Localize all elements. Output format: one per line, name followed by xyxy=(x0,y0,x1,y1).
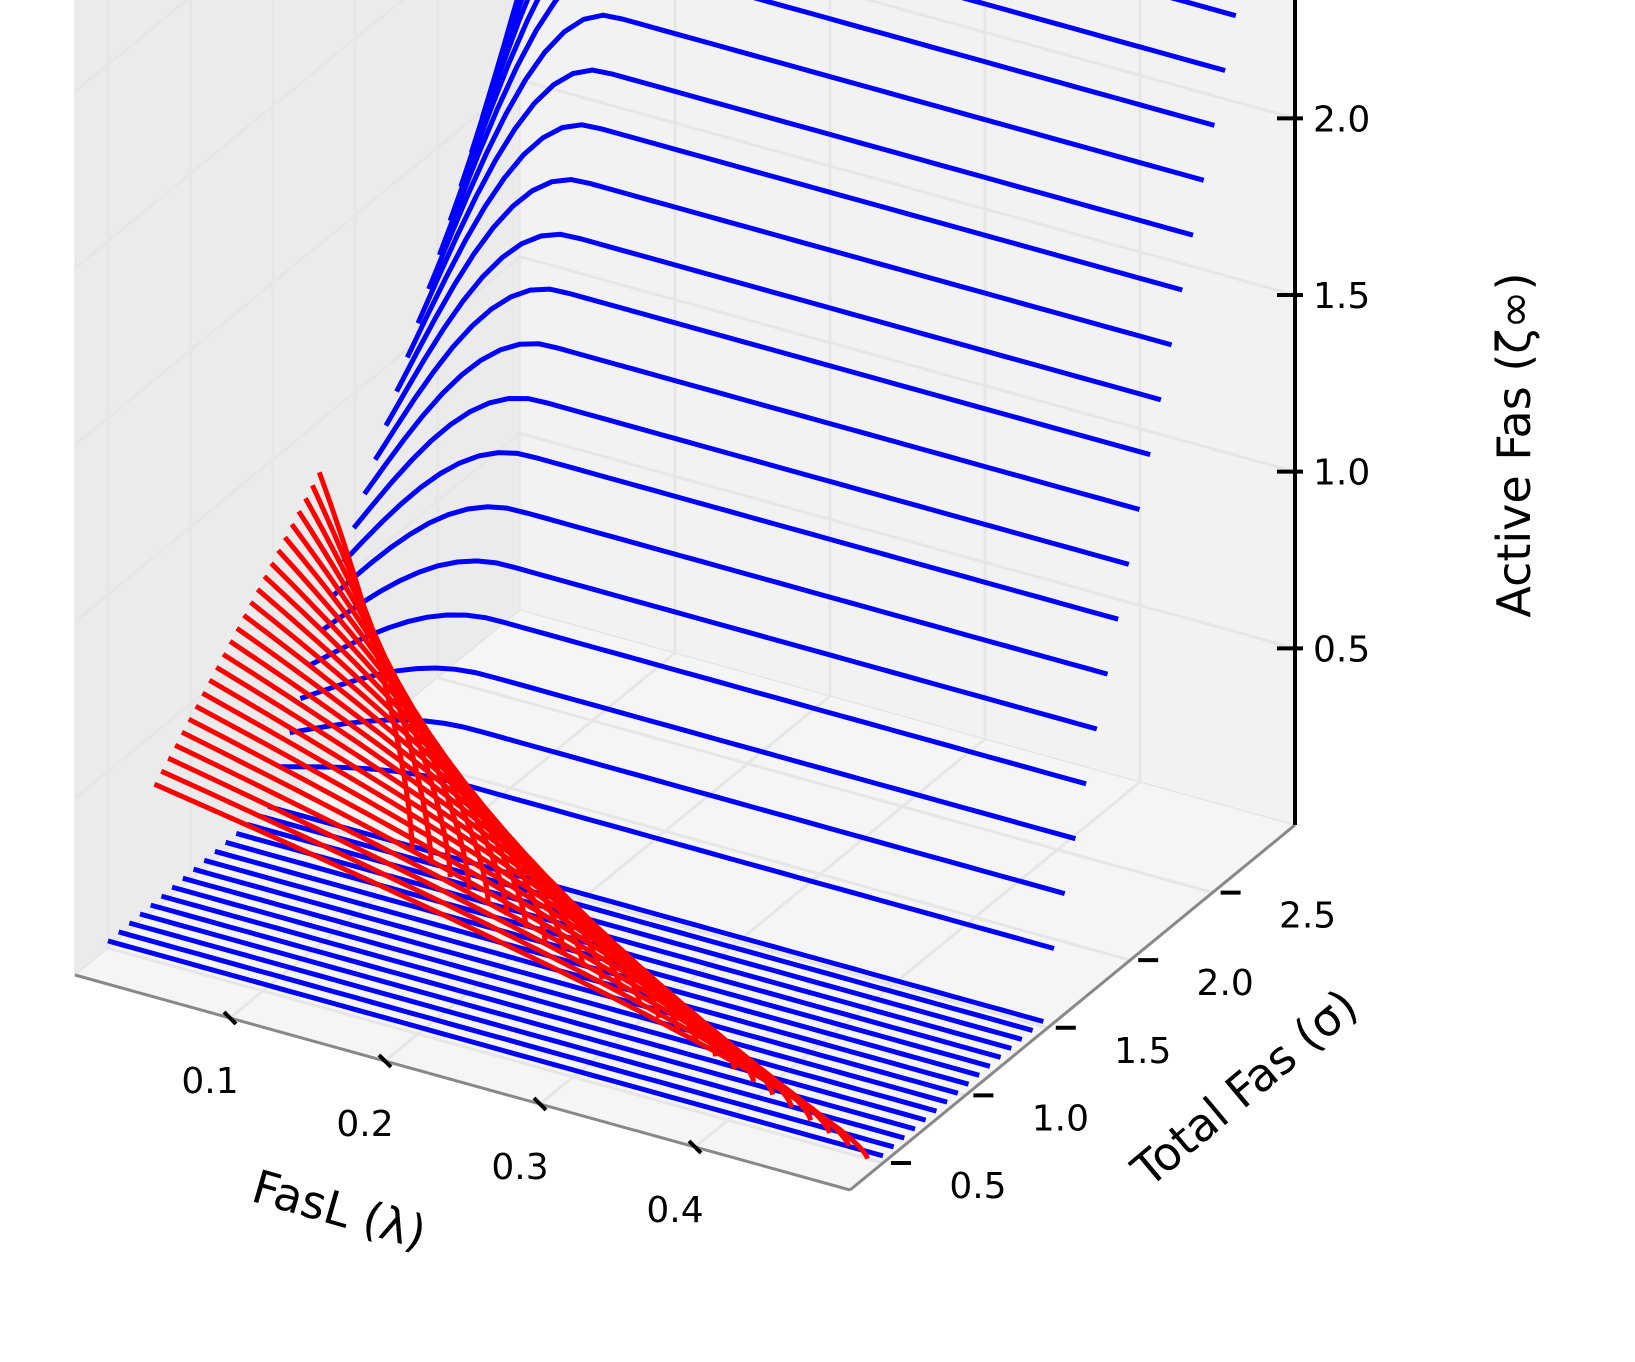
unstable-curve xyxy=(310,484,434,865)
stable-curve xyxy=(309,612,1087,787)
y-tick-label: 0.5 xyxy=(949,1166,1006,1207)
stable-curve xyxy=(299,665,1077,842)
unstable-curve xyxy=(282,535,510,916)
unstable-curve xyxy=(153,781,870,1160)
unstable-curve xyxy=(303,497,453,878)
grid-line xyxy=(354,743,1131,962)
y-tick-label: 2.5 xyxy=(1279,896,1336,937)
y-tick-label: 1.5 xyxy=(1114,1031,1171,1072)
y-axis-label: Total Fas (σ) xyxy=(1121,978,1368,1197)
grid-line xyxy=(74,0,190,93)
grid-line xyxy=(107,946,884,1165)
x-tick xyxy=(687,1139,703,1155)
stable-curve xyxy=(171,884,948,1105)
unstable-curve xyxy=(167,755,832,1134)
grid-line xyxy=(437,676,1214,895)
x-axis-label: FasL (λ) xyxy=(247,1159,433,1260)
stable-curve xyxy=(426,12,1205,291)
unstable-curve xyxy=(262,574,567,955)
grid-line xyxy=(519,78,1296,297)
x-tick-label: 0.2 xyxy=(336,1104,393,1145)
grid-line xyxy=(74,432,521,800)
z-tick-label: 0.5 xyxy=(1313,629,1370,670)
grid-line xyxy=(519,255,1296,474)
stable-curve xyxy=(330,504,1109,677)
stable-curve xyxy=(341,450,1119,622)
z-axis-label: Active Fas (ζ∞) xyxy=(1487,272,1541,617)
stable-curve xyxy=(279,764,1055,951)
z-tick-label: 1.5 xyxy=(1313,276,1370,317)
unstable-curve xyxy=(289,522,491,903)
stable-curve xyxy=(192,866,970,1087)
stable-curve xyxy=(415,67,1194,325)
stable-curve xyxy=(320,558,1098,732)
stable-curve xyxy=(160,893,938,1114)
stable-curve xyxy=(107,938,884,1159)
unstable-curve xyxy=(276,548,529,929)
unstable-curve xyxy=(316,471,415,852)
stable-curve xyxy=(405,122,1183,359)
stable-curve xyxy=(362,341,1141,512)
z-tick-label: 2.0 xyxy=(1313,99,1370,140)
x-tick xyxy=(222,1010,238,1026)
x-tick-label: 0.4 xyxy=(646,1190,703,1231)
unstable-curve xyxy=(296,509,472,891)
grid-line xyxy=(272,811,1049,1030)
stable-curve xyxy=(150,902,927,1123)
grid-line xyxy=(74,78,521,447)
stable-curve xyxy=(118,929,895,1150)
stable-curve xyxy=(437,0,1216,256)
curve-layer xyxy=(107,0,1237,1160)
y-axis-line xyxy=(849,823,1296,1192)
x-tick xyxy=(532,1096,548,1112)
stable-curve xyxy=(182,875,959,1096)
stable-curve xyxy=(383,231,1162,427)
stable-curve xyxy=(373,286,1151,462)
x-tick-label: 0.3 xyxy=(491,1147,548,1188)
unstable-curve xyxy=(269,561,548,942)
stable-curve xyxy=(447,0,1226,222)
x-tick-label: 0.1 xyxy=(181,1061,238,1102)
grid-line xyxy=(519,431,1296,650)
x-axis-line xyxy=(74,973,851,1192)
y-tick-label: 2.0 xyxy=(1197,963,1254,1004)
stable-curve xyxy=(235,830,1012,1051)
grid-line xyxy=(74,0,405,270)
grid-line xyxy=(74,255,521,623)
stable-curve xyxy=(351,395,1130,567)
z-tick-label: 1.0 xyxy=(1313,453,1370,494)
y-tick-label: 1.0 xyxy=(1032,1098,1089,1139)
stable-curve xyxy=(128,920,905,1141)
x-tick xyxy=(377,1053,393,1069)
unstable-curve xyxy=(187,716,776,1096)
stable-curve xyxy=(394,176,1173,393)
grid-line xyxy=(862,0,1296,120)
